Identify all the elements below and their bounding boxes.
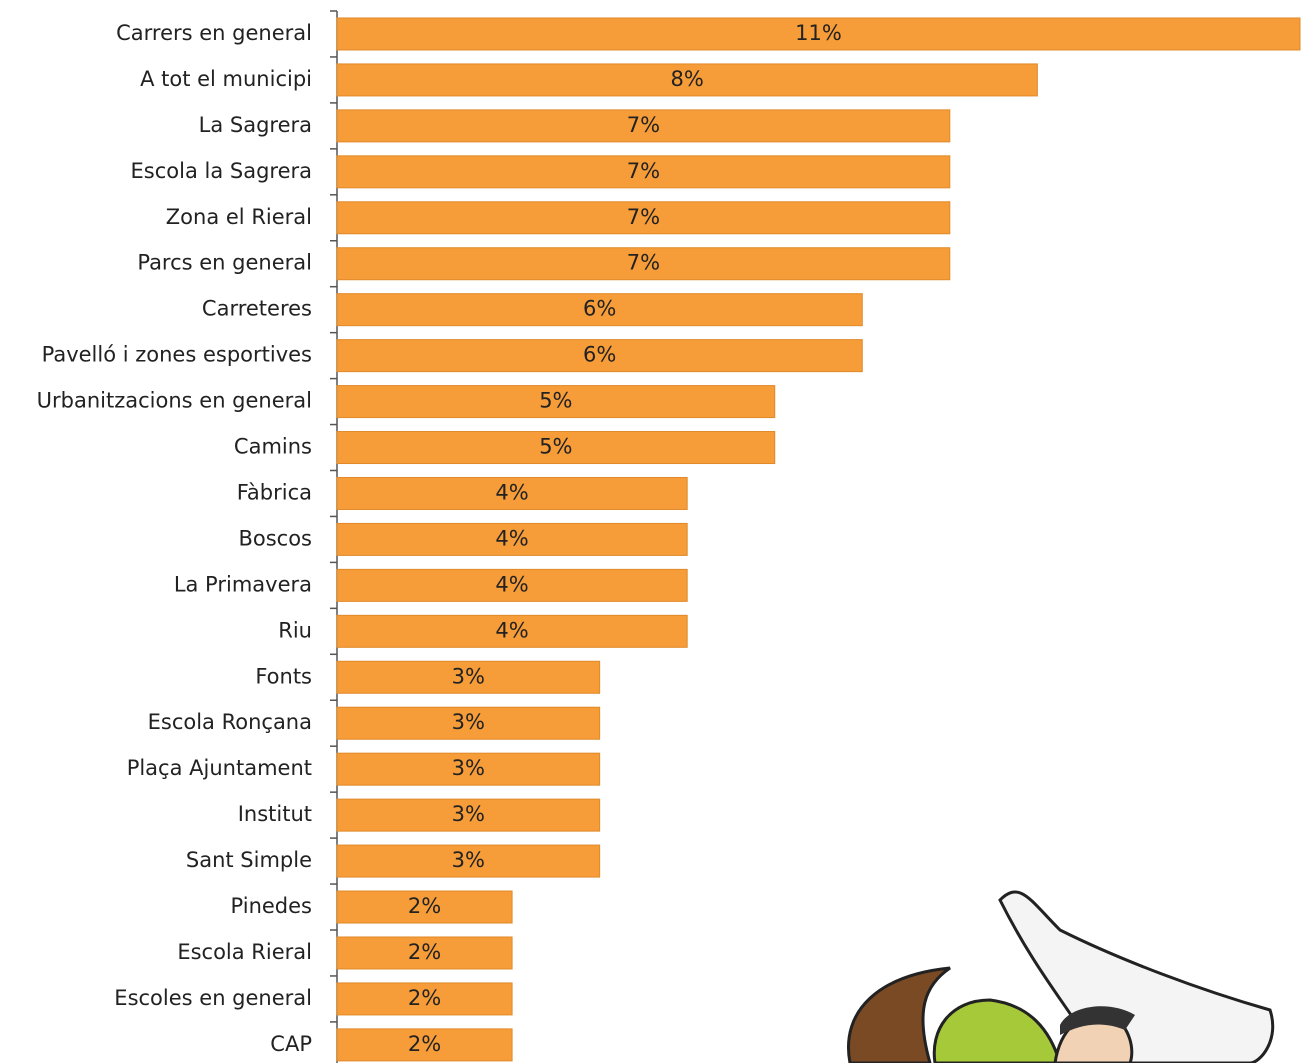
- data-label: 2%: [408, 894, 441, 918]
- data-label: 7%: [627, 251, 660, 275]
- y-tick-label: Zona el Rieral: [166, 205, 312, 229]
- data-label: 4%: [495, 526, 528, 550]
- y-tick-label: Escola la Sagrera: [131, 159, 312, 183]
- data-label: 3%: [452, 802, 485, 826]
- data-label: 5%: [539, 435, 572, 459]
- y-tick-label: Boscos: [238, 526, 312, 550]
- data-label: 3%: [452, 664, 485, 688]
- y-tick-label: Pinedes: [231, 894, 312, 918]
- data-label: 5%: [539, 389, 572, 413]
- y-tick-label: A tot el municipi: [140, 67, 312, 91]
- y-tick-label: Fonts: [255, 664, 312, 688]
- data-label: 2%: [408, 1032, 441, 1056]
- data-label: 7%: [627, 159, 660, 183]
- data-label: 8%: [671, 67, 704, 91]
- y-tick-label: Carreteres: [202, 297, 312, 321]
- data-label: 4%: [495, 618, 528, 642]
- data-label: 2%: [408, 940, 441, 964]
- y-tick-label: Urbanitzacions en general: [37, 389, 312, 413]
- y-tick-label: Plaça Ajuntament: [127, 756, 312, 780]
- y-tick-label: Escola Ronçana: [148, 710, 312, 734]
- data-label: 6%: [583, 343, 616, 367]
- data-label: 3%: [452, 848, 485, 872]
- y-tick-label: Escoles en general: [114, 986, 312, 1010]
- y-tick-label: Pavelló i zones esportives: [42, 343, 312, 367]
- data-label: 3%: [452, 756, 485, 780]
- page: Carrers en general 11% A tot el municipi 8%…: [0, 0, 1308, 1063]
- y-tick-label: Fàbrica: [237, 480, 312, 504]
- y-tick-label: Parcs en general: [137, 251, 312, 275]
- y-tick-label: CAP: [270, 1032, 312, 1056]
- y-tick-label: Sant Simple: [186, 848, 312, 872]
- data-label: 2%: [408, 986, 441, 1010]
- y-tick-label: Camins: [234, 435, 312, 459]
- y-tick-label: Riu: [278, 618, 312, 642]
- y-tick-label: La Primavera: [174, 572, 312, 596]
- y-tick-label: Escola Rieral: [177, 940, 312, 964]
- illustration: [848, 892, 1272, 1063]
- chart: Carrers en general 11% A tot el municipi 8%…: [0, 0, 1308, 1063]
- data-label: 6%: [583, 297, 616, 321]
- data-label: 11%: [795, 21, 842, 45]
- y-tick-label: La Sagrera: [199, 113, 312, 137]
- data-label: 3%: [452, 710, 485, 734]
- data-label: 7%: [627, 205, 660, 229]
- y-tick-label: Institut: [238, 802, 312, 826]
- data-label: 4%: [495, 480, 528, 504]
- data-label: 7%: [627, 113, 660, 137]
- data-label: 4%: [495, 572, 528, 596]
- y-tick-label: Carrers en general: [116, 21, 312, 45]
